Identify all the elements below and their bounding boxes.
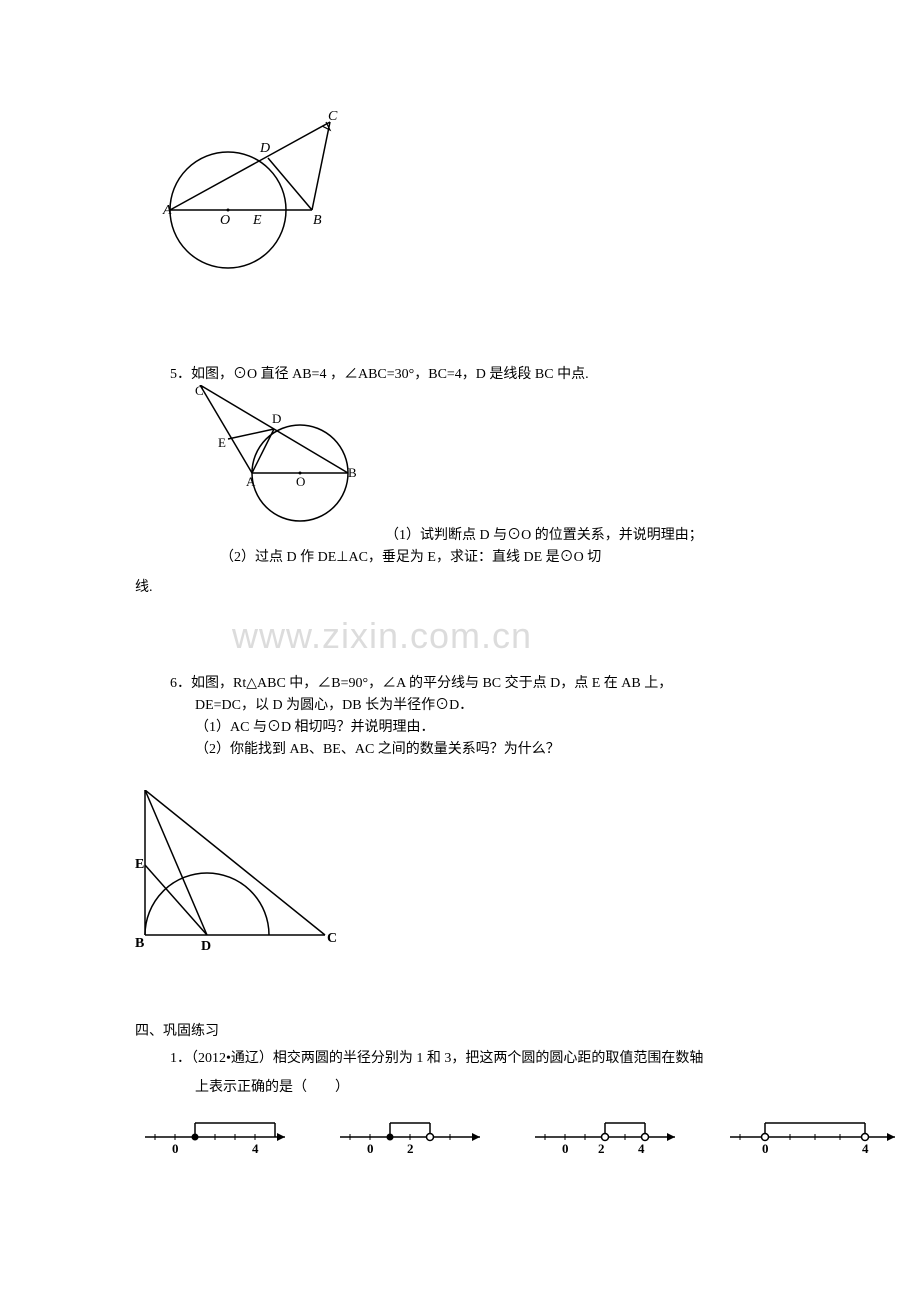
question-6: 6．如图，Rt△ABC 中，∠B=90°，∠A 的平分线与 BC 交于点 D，点…: [170, 673, 870, 695]
q6-sub2: （2）你能找到 AB、BE、AC 之间的数量关系吗？为什么？: [195, 738, 560, 758]
svg-text:O: O: [220, 213, 230, 228]
q41-line2: 上表示正确的是（ ）: [195, 1076, 349, 1096]
svg-text:E: E: [135, 857, 144, 872]
svg-text:A: A: [246, 474, 256, 489]
q41-source: （2012•通辽）: [191, 1051, 273, 1066]
svg-text:E: E: [252, 213, 262, 228]
svg-text:4: 4: [862, 1141, 869, 1156]
svg-text:O: O: [296, 474, 305, 489]
choice-b: 0 2: [340, 1123, 480, 1156]
svg-text:E: E: [218, 435, 226, 450]
svg-text:0: 0: [367, 1141, 374, 1156]
svg-text:0: 0: [172, 1141, 179, 1156]
choice-d: 0 4: [730, 1123, 895, 1156]
figure-q5: A B O C D E: [180, 385, 380, 535]
svg-text:2: 2: [598, 1141, 605, 1156]
svg-text:4: 4: [638, 1141, 645, 1156]
figure-q6: A B C D E: [135, 790, 345, 960]
svg-text:B: B: [348, 465, 357, 480]
svg-text:B: B: [135, 936, 144, 951]
svg-text:2: 2: [407, 1141, 414, 1156]
choice-a: 0 4: [145, 1123, 285, 1156]
q5-stem: 如图，⊙O 直径 AB=4 ，∠ABC=30°，BC=4，D 是线段 BC 中点…: [191, 367, 589, 382]
q5-sub1: （1）试判断点 D 与⊙O 的位置关系，并说明理由；: [385, 525, 875, 547]
svg-text:C: C: [328, 110, 338, 124]
choice-c: 0 2 4: [535, 1123, 675, 1156]
q6-number: 6．: [170, 676, 191, 691]
svg-text:D: D: [259, 141, 270, 156]
q6-sub1: （1）AC 与⊙D 相切吗？并说明理由．: [195, 716, 435, 736]
q5-sub2-cont: 线.: [135, 576, 153, 596]
number-line-choices: 0 4 0 2: [145, 1105, 905, 1160]
figure-q4: A O E B D C: [160, 110, 360, 290]
svg-text:0: 0: [562, 1141, 569, 1156]
svg-text:C: C: [327, 931, 337, 946]
q6-line2: DE=DC，以 D 为圆心，DB 长为半径作⊙D．: [195, 694, 473, 714]
question-4-1: 1．（2012•通辽）相交两圆的半径分别为 1 和 3，把这两个圆的圆心距的取值…: [170, 1048, 870, 1070]
q5-sub2: （2）过点 D 作 DE⊥AC，垂足为 E，求证：直线 DE 是⊙O 切: [220, 547, 900, 569]
svg-text:A: A: [140, 790, 151, 794]
q41-number: 1．: [170, 1051, 191, 1066]
page-content: A O E B D C 5．如图，⊙O 直径 AB=4 ，∠ABC=30°，BC…: [0, 0, 920, 1302]
svg-text:4: 4: [252, 1141, 259, 1156]
svg-text:B: B: [313, 213, 322, 228]
q6-stem: 如图，Rt△ABC 中，∠B=90°，∠A 的平分线与 BC 交于点 D，点 E…: [191, 676, 672, 691]
q5-number: 5．: [170, 367, 191, 382]
svg-text:D: D: [201, 939, 211, 954]
q41-stem: 相交两圆的半径分别为 1 和 3，把这两个圆的圆心距的取值范围在数轴: [273, 1051, 704, 1066]
svg-text:A: A: [162, 203, 172, 218]
svg-text:D: D: [272, 411, 281, 426]
section-4-title: 四、巩固练习: [135, 1020, 219, 1040]
watermark: www.zixin.com.cn: [232, 615, 532, 657]
svg-text:0: 0: [762, 1141, 769, 1156]
svg-text:C: C: [195, 385, 204, 398]
question-5: 5．如图，⊙O 直径 AB=4 ，∠ABC=30°，BC=4，D 是线段 BC …: [170, 363, 870, 383]
